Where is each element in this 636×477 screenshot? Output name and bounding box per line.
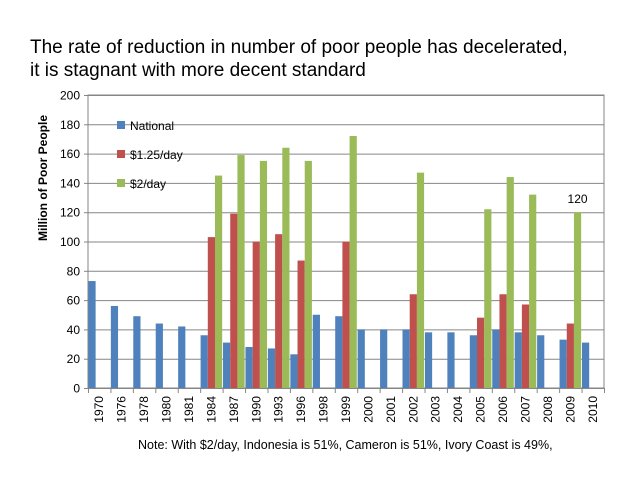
x-tick-label: 2006: [496, 396, 510, 423]
chart-title: The rate of reduction in number of poor …: [30, 36, 630, 82]
y-tick-label: 80: [67, 264, 81, 278]
x-tick-label: 1980: [160, 396, 174, 423]
bar-2day: [529, 194, 537, 388]
bar-national: [357, 329, 365, 388]
chart-title-line-1: The rate of reduction in number of poor …: [30, 37, 568, 58]
chart-title-line-2: it is stagnant with more decent standard: [30, 60, 366, 81]
x-tick-label: 1996: [294, 396, 308, 423]
x-tick-label: 1993: [272, 396, 286, 423]
y-tick-label: 140: [60, 176, 80, 190]
x-tick-label: 2008: [541, 396, 555, 423]
bar-national: [133, 316, 141, 388]
x-tick-label: 1984: [204, 396, 218, 423]
bar-national: [155, 323, 163, 388]
bar-2day: [484, 209, 492, 388]
bar-2day: [259, 160, 268, 388]
x-tick-label: 1998: [317, 396, 331, 423]
legend-swatch: [117, 150, 125, 158]
x-tick-label: 2007: [518, 396, 532, 423]
x-tick-label: 2004: [451, 396, 465, 423]
y-tick-label: 200: [60, 89, 80, 103]
bar-national: [402, 329, 410, 388]
x-tick-label: 2000: [361, 396, 375, 423]
x-tick-label: 1978: [137, 396, 151, 423]
bar-national: [178, 326, 186, 388]
x-tick-label: 1976: [115, 396, 129, 423]
legend-label: $1.25/day: [130, 148, 183, 162]
bar-national: [581, 342, 590, 388]
bar-125day: [297, 260, 305, 388]
bar-national: [447, 332, 455, 388]
legend-swatch: [117, 121, 125, 129]
x-tick-label: 1999: [339, 396, 353, 423]
bar-125day: [252, 241, 260, 388]
legend-label: National: [130, 119, 174, 133]
bar-2day: [304, 160, 312, 388]
bar-125day: [521, 304, 530, 388]
bar-national: [223, 342, 231, 388]
bar-2day: [214, 175, 223, 388]
y-axis-label: Million of Poor People: [36, 115, 50, 241]
bar-national: [335, 316, 343, 388]
legend-swatch: [117, 179, 125, 187]
bar-national: [200, 335, 208, 388]
x-tick-label: 1990: [249, 396, 263, 423]
bar-national: [424, 332, 433, 388]
x-tick-label: 1987: [227, 396, 241, 423]
y-tick-label: 20: [67, 352, 81, 366]
bar-national: [290, 354, 298, 388]
bar-125day: [409, 294, 417, 388]
footnote: Note: With $2/day, Indonesia is 51%, Cam…: [138, 438, 553, 452]
bar-national: [559, 339, 567, 388]
x-tick-label: 2010: [586, 396, 600, 423]
bar-125day: [230, 213, 238, 388]
bar-2day: [416, 172, 425, 388]
bar-125day: [477, 317, 485, 388]
x-tick-label: 2003: [429, 396, 443, 423]
bar-national: [492, 329, 500, 388]
bar-national: [380, 329, 388, 388]
y-tick-label: 40: [67, 323, 81, 337]
y-tick-label: 100: [60, 235, 80, 249]
y-tick-label: 180: [60, 118, 80, 132]
bar-2day: [282, 147, 290, 388]
bar-2day: [349, 136, 357, 388]
x-tick-label: 2002: [406, 396, 420, 423]
bar-national: [469, 335, 478, 388]
bar-125day: [566, 323, 574, 388]
bar-125day: [342, 241, 350, 388]
bar-2day: [237, 155, 245, 388]
y-tick-label: 120: [60, 206, 80, 220]
x-tick-label: 1981: [182, 396, 196, 423]
bar-2day: [573, 212, 582, 388]
legend-label: $2/day: [130, 177, 166, 191]
bar-national: [110, 305, 119, 388]
y-tick-label: 60: [67, 294, 81, 308]
x-tick-label: 1970: [92, 396, 106, 423]
x-tick-label: 2009: [563, 396, 577, 423]
x-tick-label: 2001: [384, 396, 398, 423]
bar-national: [514, 332, 522, 388]
y-tick-label: 160: [60, 147, 80, 161]
y-tick-label: 0: [73, 382, 80, 396]
bar-national: [245, 346, 253, 388]
bar-national: [312, 314, 320, 388]
bar-125day: [207, 237, 215, 388]
bar-125day: [499, 294, 507, 388]
x-tick-label: 2005: [474, 396, 488, 423]
bar-national: [267, 348, 276, 388]
bar-125day: [275, 234, 283, 388]
bar-national: [537, 335, 545, 388]
data-label-annotation: 120: [568, 192, 588, 206]
bar-national: [88, 281, 96, 388]
bar-2day: [506, 177, 514, 388]
